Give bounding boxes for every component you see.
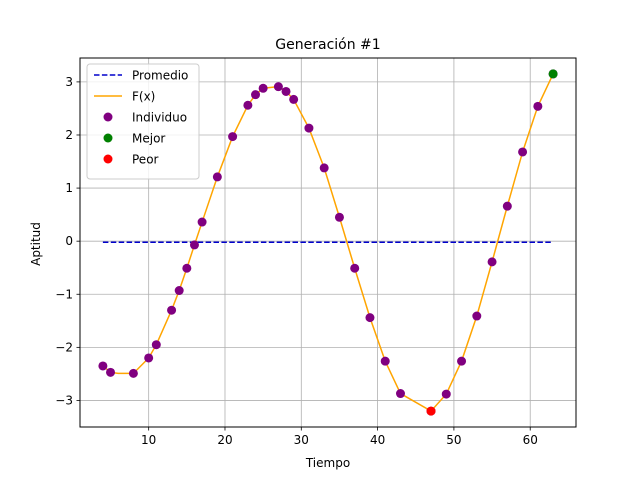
x-tick-label: 50 — [446, 433, 461, 447]
x-axis-label: Tiempo — [305, 456, 350, 470]
x-tick-label: 30 — [294, 433, 309, 447]
y-tick-label: 1 — [65, 181, 73, 195]
y-axis-label: Aptitud — [29, 222, 43, 266]
legend-swatch-mejor — [103, 133, 113, 143]
legend-swatch-individuo — [103, 112, 113, 122]
point-individuo — [106, 367, 116, 377]
point-individuo — [502, 201, 512, 211]
y-tick-label: −3 — [55, 393, 73, 407]
point-individuo — [144, 353, 154, 363]
legend-label-promedio: Promedio — [132, 69, 188, 83]
point-individuo — [365, 313, 375, 323]
point-individuo — [243, 100, 253, 110]
point-individuo — [228, 132, 238, 142]
legend-label-f-x-: F(x) — [132, 90, 155, 104]
point-individuo — [273, 82, 283, 92]
y-tick-label: 2 — [65, 128, 73, 142]
legend: Promedio F(x) Individuo Mejor Peor — [86, 63, 200, 180]
ticks: 10 20 30 40 50 60 −3 −2 −1 0 1 2 3 — [55, 75, 538, 447]
point-individuo — [174, 286, 184, 296]
point-individuo — [304, 123, 314, 133]
point-individuo — [472, 311, 482, 321]
y-tick-label: 0 — [65, 234, 73, 248]
legend-box — [86, 63, 200, 180]
point-individuo — [98, 361, 108, 371]
x-tick-label: 10 — [141, 433, 156, 447]
point-individuo — [197, 217, 207, 227]
point-individuo — [258, 83, 268, 93]
point-individuo — [441, 389, 451, 399]
point-individuo — [380, 356, 390, 366]
point-individuo — [533, 101, 543, 111]
legend-swatch-peor — [103, 154, 113, 164]
legend-label-individuo: Individuo — [132, 111, 187, 125]
plot-frame — [79, 57, 577, 428]
x-tick-label: 40 — [370, 433, 385, 447]
point-individuo — [182, 263, 192, 273]
point-individuo — [251, 90, 261, 100]
point-individuo — [395, 389, 405, 399]
point-individuo — [518, 147, 528, 157]
point-individuo — [487, 257, 497, 267]
y-tick-label: 3 — [65, 75, 73, 89]
y-tick-label: −2 — [55, 340, 73, 354]
x-tick-label: 60 — [523, 433, 538, 447]
x-tick-label: 20 — [217, 433, 232, 447]
point-individuo — [212, 172, 222, 182]
point-individuo — [350, 263, 360, 273]
point-individuo — [319, 163, 329, 173]
point-individuo — [281, 86, 291, 96]
point-individuo — [189, 240, 199, 250]
point-individuo — [334, 212, 344, 222]
point-individuo — [167, 305, 177, 315]
point-individuo — [289, 94, 299, 104]
series-layer — [98, 69, 558, 416]
legend-label-mejor: Mejor — [132, 132, 165, 146]
point-individuo — [151, 340, 161, 350]
point-peor — [426, 406, 436, 416]
chart-title: Generación #1 — [275, 37, 380, 53]
y-tick-label: −1 — [55, 287, 73, 301]
legend-label-peor: Peor — [132, 153, 159, 167]
point-individuo — [128, 368, 138, 378]
point-mejor — [548, 69, 558, 79]
point-individuo — [457, 356, 467, 366]
